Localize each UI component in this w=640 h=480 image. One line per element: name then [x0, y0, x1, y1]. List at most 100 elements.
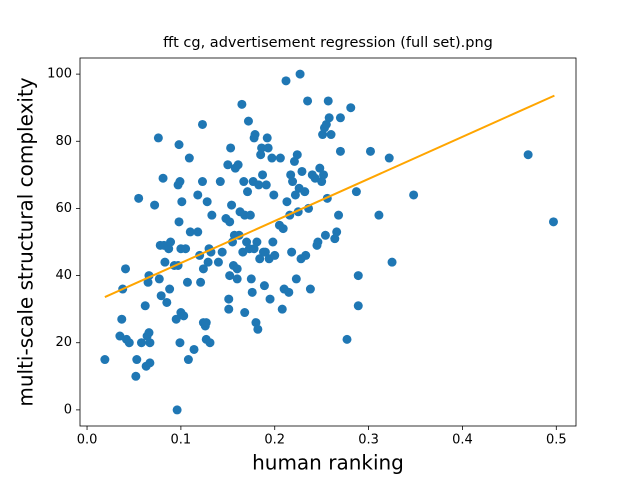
scatter-point [172, 405, 182, 415]
y-axis-label: multi-scale structural complexity [14, 77, 38, 406]
scatter-point [300, 187, 310, 197]
scatter-point [224, 304, 234, 314]
scatter-point [303, 96, 313, 106]
scatter-point [255, 254, 265, 264]
scatter-point [297, 166, 307, 176]
scatter-point [257, 143, 267, 153]
scatter-point [351, 187, 361, 197]
scatter-point [277, 304, 287, 314]
scatter-point [258, 170, 268, 180]
y-tick-label: 80 [55, 134, 72, 149]
scatter-point [232, 274, 242, 284]
scatter-point [181, 244, 191, 254]
scatter-point [409, 190, 419, 200]
scatter-point [305, 284, 315, 294]
scatter-point [227, 200, 237, 210]
scatter-point [320, 230, 330, 240]
scatter-point [144, 328, 154, 338]
x-tick-label: 0.3 [358, 433, 379, 448]
scatter-point [268, 237, 278, 247]
scatter-point [243, 187, 253, 197]
scatter-point [256, 150, 266, 160]
scatter-point [207, 210, 217, 220]
scatter-point [275, 153, 285, 163]
scatter-point [342, 334, 352, 344]
scatter-point [387, 257, 397, 267]
scatter-point [240, 308, 250, 318]
scatter-point [281, 76, 291, 86]
scatter-point [117, 314, 127, 324]
scatter-point [243, 116, 253, 126]
scatter-point [278, 224, 288, 234]
scatter-point [150, 200, 160, 210]
scatter-point [523, 150, 533, 160]
scatter-point [160, 257, 170, 267]
scatter-point [384, 153, 394, 163]
scatter-point [289, 156, 299, 166]
scatter-point [232, 264, 242, 274]
scatter-point [265, 294, 275, 304]
scatter-point [174, 217, 184, 227]
chart-title: fft cg, advertisement regression (full s… [163, 35, 493, 51]
scatter-point [315, 163, 325, 173]
scatter-point [179, 311, 189, 321]
scatter-point [205, 338, 215, 348]
scatter-point [301, 250, 311, 260]
y-tick-label: 60 [55, 201, 72, 216]
scatter-point [136, 338, 146, 348]
scatter-point [335, 113, 345, 123]
scatter-point [319, 170, 329, 180]
scatter-point [249, 244, 259, 254]
scatter-point [143, 277, 153, 287]
scatter-point [154, 274, 164, 284]
scatter-point [177, 197, 187, 207]
scatter-point [262, 133, 272, 143]
scatter-point [175, 177, 185, 187]
scatter-point [247, 287, 257, 297]
scatter-point [259, 281, 269, 291]
scatter-point [269, 190, 279, 200]
x-axis-label: human ranking [252, 451, 404, 475]
scatter-point [224, 294, 234, 304]
scatter-point [290, 190, 300, 200]
scatter-point [242, 237, 252, 247]
scatter-point [145, 338, 155, 348]
scatter-point [270, 250, 280, 260]
scatter-point [365, 146, 375, 156]
scatter-point [288, 177, 298, 187]
scatter-point [334, 210, 344, 220]
scatter-point [145, 358, 155, 368]
scatter-point [250, 130, 260, 140]
scatter-point [182, 277, 192, 287]
scatter-point [246, 274, 256, 284]
scatter-point [295, 69, 305, 79]
scatter-point [121, 264, 131, 274]
scatter-point [217, 247, 227, 257]
scatter-point [171, 314, 181, 324]
scatter-point [292, 150, 302, 160]
scatter-point [166, 237, 176, 247]
scatter-point [253, 324, 263, 334]
scatter-point [162, 297, 172, 307]
scatter-point [313, 237, 323, 247]
scatter-point [223, 160, 233, 170]
scatter-point [203, 257, 213, 267]
scatter-point [245, 210, 255, 220]
scatter-point [189, 344, 199, 354]
scatter-point [324, 113, 334, 123]
scatter-point [239, 177, 249, 187]
scatter-point [254, 180, 264, 190]
scatter-point [332, 227, 342, 237]
x-tick-label: 0.4 [452, 433, 473, 448]
x-tick-label: 0.0 [77, 433, 98, 448]
scatter-point [326, 130, 336, 140]
scatter-point [153, 133, 163, 143]
scatter-point [284, 287, 294, 297]
scatter-point [323, 96, 333, 106]
scatter-point [185, 227, 195, 237]
y-tick-label: 20 [55, 335, 72, 350]
scatter-point [134, 193, 144, 203]
y-tick-label: 100 [47, 67, 72, 82]
